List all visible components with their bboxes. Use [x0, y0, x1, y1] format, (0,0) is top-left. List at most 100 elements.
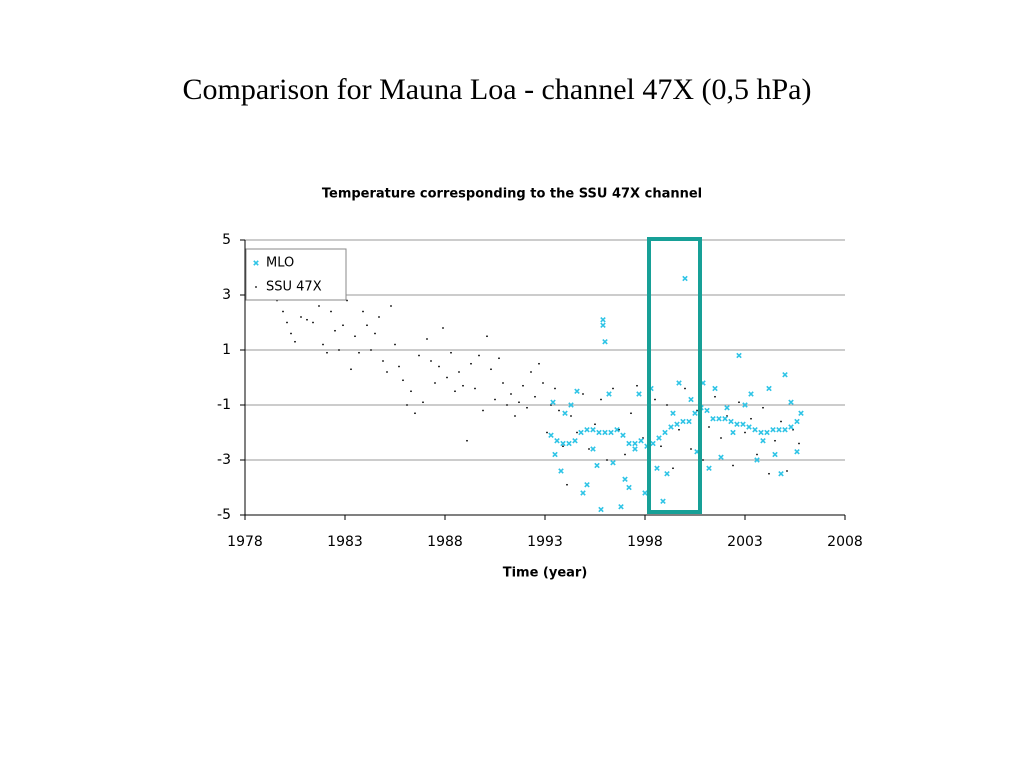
mlo-point: [734, 421, 740, 428]
ssu-point: [454, 390, 456, 393]
mlo-point: [590, 426, 596, 433]
plot: -5 -3 -1 1 3 5 1978 1983 1988 1993 1998 2003 2008 MLO…: [217, 232, 863, 550]
mlo-point: [722, 415, 728, 422]
ssu-point: [414, 412, 416, 415]
mlo-point: [748, 391, 754, 397]
mlo-point: [764, 429, 770, 436]
x-tick-label: 1988: [427, 534, 463, 550]
ssu-point: [294, 340, 296, 343]
ssu-point: [600, 398, 602, 401]
x-tick-label: 2008: [827, 534, 863, 550]
mlo-point: [712, 385, 718, 392]
mlo-point: [562, 410, 568, 417]
x-tick-label: 1993: [527, 534, 563, 550]
ssu-point: [494, 398, 496, 401]
ssu-point: [338, 349, 340, 351]
ssu-point: [708, 426, 710, 428]
mlo-point: [584, 426, 590, 433]
ssu-point: [286, 321, 288, 324]
mlo-point: [704, 407, 710, 414]
legend-box: [245, 248, 347, 301]
ssu-point: [362, 310, 364, 313]
ssu-point: [636, 384, 638, 387]
ssu-point: [386, 371, 388, 373]
ssu-point: [612, 387, 614, 390]
mlo-point: [568, 402, 574, 408]
mlo-point: [548, 432, 554, 439]
mlo-point: [740, 421, 746, 428]
mlo-point: [550, 399, 556, 406]
mlo-point: [778, 470, 784, 477]
ssu-point: [594, 423, 596, 426]
ssu-point: [554, 387, 556, 390]
ssu-point: [346, 299, 348, 302]
mlo-point: [752, 426, 758, 433]
x-tick-label: 1978: [227, 534, 263, 550]
mlo-point: [794, 448, 800, 455]
ssu-point: [542, 382, 544, 384]
mlo-point: [664, 470, 670, 477]
mlo-point: [788, 424, 794, 430]
mlo-point: [650, 440, 656, 447]
mlo-point: [668, 424, 674, 430]
mlo-point: [618, 503, 624, 510]
ssu-point: [526, 406, 528, 409]
ssu-point: [442, 327, 444, 329]
mlo-point: [736, 352, 742, 359]
ssu-point: [774, 439, 776, 442]
y-tick-label: 3: [222, 287, 231, 303]
mlo-point: [788, 399, 794, 406]
ssu-point: [478, 354, 480, 357]
ssu-point: [566, 483, 568, 486]
mlo-point: [578, 429, 584, 436]
mlo-point: [662, 429, 668, 436]
mlo-point: [688, 396, 694, 403]
mlo-point: [728, 418, 734, 425]
x-tick-label: 2003: [727, 534, 763, 550]
mlo-point: [654, 465, 660, 472]
ssu-point: [702, 459, 704, 461]
mlo-point: [674, 421, 680, 428]
mlo-point: [554, 437, 560, 444]
ssu-point: [382, 360, 384, 362]
mlo-point: [608, 429, 614, 436]
mlo-point: [758, 429, 764, 436]
mlo-point: [660, 498, 666, 505]
ssu-point: [422, 401, 424, 404]
ssu-point: [282, 310, 284, 313]
mlo-point: [782, 426, 788, 433]
ssu-point: [506, 404, 508, 406]
ssu-point: [798, 442, 800, 445]
ssu-point: [558, 409, 560, 412]
mlo-point: [642, 490, 648, 496]
mlo-point: [656, 435, 662, 441]
y-tick-label: 5: [222, 232, 231, 248]
ssu-point: [690, 448, 692, 450]
ssu-point: [458, 371, 460, 373]
ssu-point: [374, 332, 376, 335]
mlo-point: [572, 437, 578, 444]
ssu-point: [402, 379, 404, 382]
ssu-point: [486, 335, 488, 338]
ssu-point: [306, 318, 308, 321]
ssu-point: [334, 329, 336, 332]
ssu-point: [522, 384, 524, 387]
legend-label: MLO: [266, 256, 294, 271]
ssu-point: [714, 395, 716, 398]
ssu-point: [738, 401, 740, 404]
mlo-point: [602, 338, 608, 345]
mlo-point: [636, 391, 642, 397]
mlo-point: [776, 426, 782, 433]
ssu-point: [406, 404, 408, 406]
mlo-point: [253, 260, 259, 266]
highlight-box: [647, 237, 702, 514]
y-tick-label: -1: [217, 397, 231, 413]
mlo-point: [766, 385, 772, 392]
mlo-point: [670, 410, 676, 417]
mlo-point: [682, 275, 688, 282]
ssu-point: [410, 390, 412, 393]
x-tick-label: 1983: [327, 534, 363, 550]
x-axis-title: Time (year): [503, 566, 588, 581]
y-tick-label: -5: [217, 507, 231, 523]
